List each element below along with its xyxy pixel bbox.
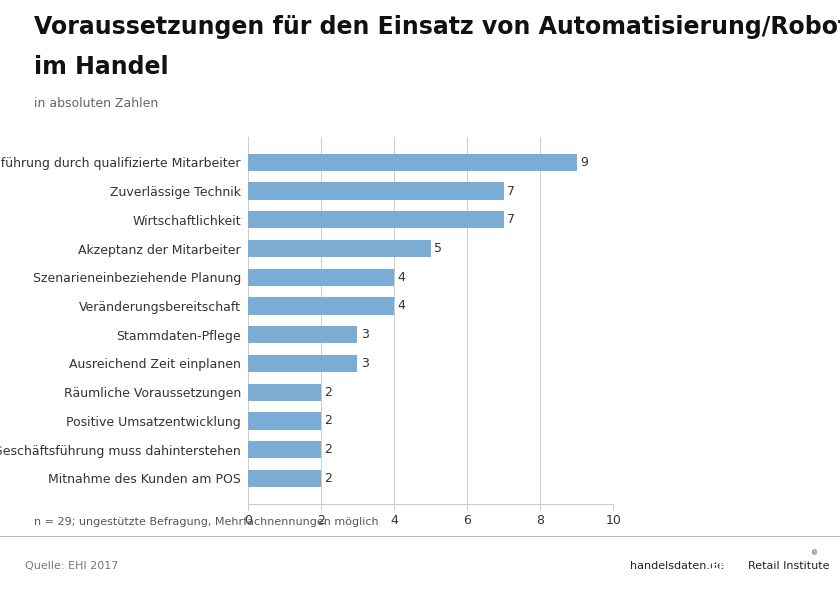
Bar [248,269,394,286]
Bar [248,154,576,171]
Text: 2: 2 [324,386,333,399]
Bar [248,384,321,401]
Text: 4: 4 [397,299,406,312]
Bar [248,470,321,487]
Text: Voraussetzungen für den Einsatz von Automatisierung/Robotik: Voraussetzungen für den Einsatz von Auto… [34,15,840,39]
Bar [248,412,321,430]
Text: 5: 5 [434,242,442,255]
Text: 3: 3 [361,357,369,370]
Text: ®: ® [811,550,817,556]
Text: n = 29; ungestützte Befragung, Mehrfachnennungen möglich: n = 29; ungestützte Befragung, Mehrfachn… [34,517,378,527]
Text: 2: 2 [324,472,333,485]
Bar [248,297,394,315]
Text: Retail Institute: Retail Institute [748,561,829,571]
Text: 9: 9 [580,156,588,169]
Text: in absoluten Zahlen: in absoluten Zahlen [34,97,158,110]
Text: 3: 3 [361,328,369,342]
Bar [248,326,358,343]
Bar [248,182,504,200]
Bar [248,441,321,458]
Text: 2: 2 [324,443,333,456]
Text: 7: 7 [507,213,515,226]
Text: 2: 2 [324,414,333,427]
Text: handelsdaten.de: handelsdaten.de [630,561,724,571]
Text: 4: 4 [397,271,406,284]
Bar [248,211,504,228]
Text: Quelle: EHI 2017: Quelle: EHI 2017 [25,561,118,571]
Text: im Handel: im Handel [34,55,168,79]
Bar [248,240,431,257]
Text: 7: 7 [507,185,515,198]
Bar [248,355,358,372]
